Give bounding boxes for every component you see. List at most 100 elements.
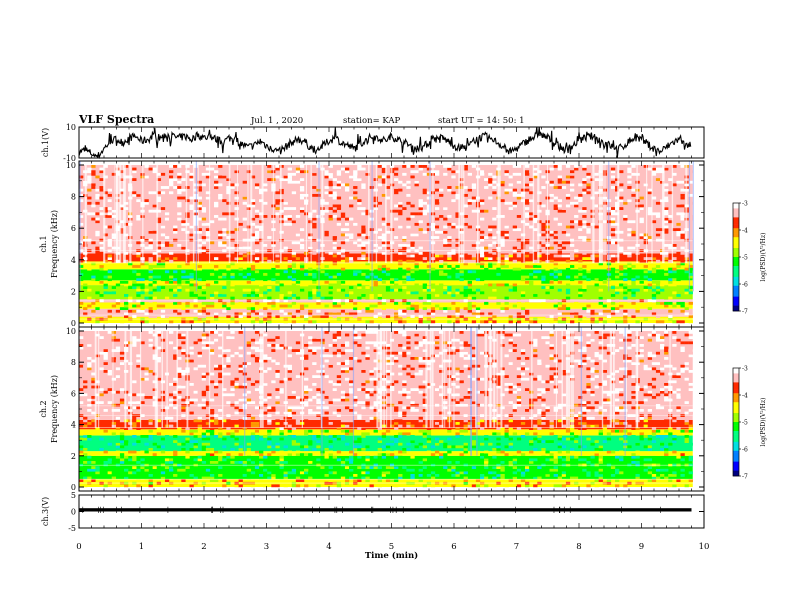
psd-cell xyxy=(655,280,661,284)
psd-cell xyxy=(471,251,477,255)
psd-cell xyxy=(234,251,239,255)
psd-cell xyxy=(246,344,252,347)
psd-cell xyxy=(173,466,178,469)
psd-cell xyxy=(246,333,252,337)
psd-cell xyxy=(344,406,350,410)
psd-cell xyxy=(443,207,448,210)
psd-cell xyxy=(512,304,518,308)
psd-cell xyxy=(181,416,186,420)
psd-cell xyxy=(111,207,117,210)
psd-cell xyxy=(156,359,162,363)
psd-cell xyxy=(389,288,395,292)
psd-cell xyxy=(295,351,301,355)
psd-cell xyxy=(574,220,579,224)
psd-cell xyxy=(136,283,141,287)
psd-cell xyxy=(205,442,211,446)
psd-cell xyxy=(103,354,108,358)
psd-cell xyxy=(520,188,526,192)
psd-cell xyxy=(304,453,309,456)
psd-cell xyxy=(189,204,194,208)
psd-cell xyxy=(619,267,624,271)
psd-cell xyxy=(177,367,182,371)
psd-cell xyxy=(410,270,415,274)
psd-cell xyxy=(627,175,632,179)
psd-cell xyxy=(218,372,223,376)
psd-cell xyxy=(177,165,182,168)
psd-cell xyxy=(181,186,186,189)
psd-cell xyxy=(222,461,227,464)
psd-cell xyxy=(79,309,84,313)
psd-cell xyxy=(250,383,256,386)
psd-cell xyxy=(271,333,276,337)
psd-cell xyxy=(87,201,92,205)
psd-cell xyxy=(189,458,194,462)
psd-cell xyxy=(107,244,112,247)
psd-cell xyxy=(103,275,108,279)
psd-cell xyxy=(631,165,636,168)
psd-cell xyxy=(549,315,554,318)
psd-cell xyxy=(238,484,243,488)
psd-cell xyxy=(115,409,121,412)
psd-cell xyxy=(516,270,522,274)
psd-cell xyxy=(475,280,481,284)
psd-cell xyxy=(246,207,252,210)
psd-cell xyxy=(103,476,108,480)
psd-cell xyxy=(181,409,186,412)
psd-cell xyxy=(226,204,231,208)
psd-cell xyxy=(504,172,509,176)
psd-cell xyxy=(520,241,526,245)
psd-cell xyxy=(193,445,198,449)
psd-cell xyxy=(688,286,693,289)
psd-cell xyxy=(201,249,207,253)
psd-cell xyxy=(299,207,305,210)
psd-cell xyxy=(287,167,292,171)
psd-cell xyxy=(156,246,162,250)
psd-cell xyxy=(426,209,432,213)
psd-cell xyxy=(357,479,362,482)
psd-cell xyxy=(467,259,472,263)
psd-cell xyxy=(87,288,92,292)
psd-cell xyxy=(353,401,358,404)
psd-cell xyxy=(349,461,354,464)
psd-cell xyxy=(201,422,207,425)
psd-cell xyxy=(381,241,387,245)
psd-cell xyxy=(287,453,292,456)
psd-cell xyxy=(201,398,207,402)
psd-cell xyxy=(267,429,272,433)
psd-cell xyxy=(193,304,198,308)
psd-cell xyxy=(193,458,198,462)
psd-cell xyxy=(639,312,644,316)
psd-cell xyxy=(226,280,231,284)
psd-cell xyxy=(668,270,673,274)
psd-cell xyxy=(643,233,648,237)
sferic-stripe xyxy=(116,161,119,263)
psd-cell xyxy=(279,341,284,345)
psd-cell xyxy=(83,476,88,480)
psd-cell xyxy=(463,215,468,218)
psd-cell xyxy=(279,458,284,462)
psd-cell xyxy=(619,301,624,305)
psd-cell xyxy=(79,222,84,226)
sferic-stripe xyxy=(236,161,238,263)
psd-cell xyxy=(214,440,219,443)
psd-cell xyxy=(119,338,125,342)
psd-cell xyxy=(169,207,174,210)
psd-cell xyxy=(275,445,280,449)
psd-cell xyxy=(508,254,513,258)
psd-cell xyxy=(214,479,219,482)
psd-cell xyxy=(111,471,117,475)
psd-cell xyxy=(91,401,96,404)
psd-cell xyxy=(565,225,571,229)
psd-cell xyxy=(308,241,313,245)
psd-cell xyxy=(267,406,272,410)
psd-cell xyxy=(508,178,513,181)
psd-cell xyxy=(197,411,202,415)
psd-cell xyxy=(619,222,624,226)
psd-cell xyxy=(140,367,145,371)
psd-cell xyxy=(156,346,162,350)
psd-cell xyxy=(148,422,153,425)
psd-cell xyxy=(205,453,211,456)
psd-cell xyxy=(639,233,644,237)
psd-cell xyxy=(205,403,211,407)
psd-cell xyxy=(119,172,125,176)
